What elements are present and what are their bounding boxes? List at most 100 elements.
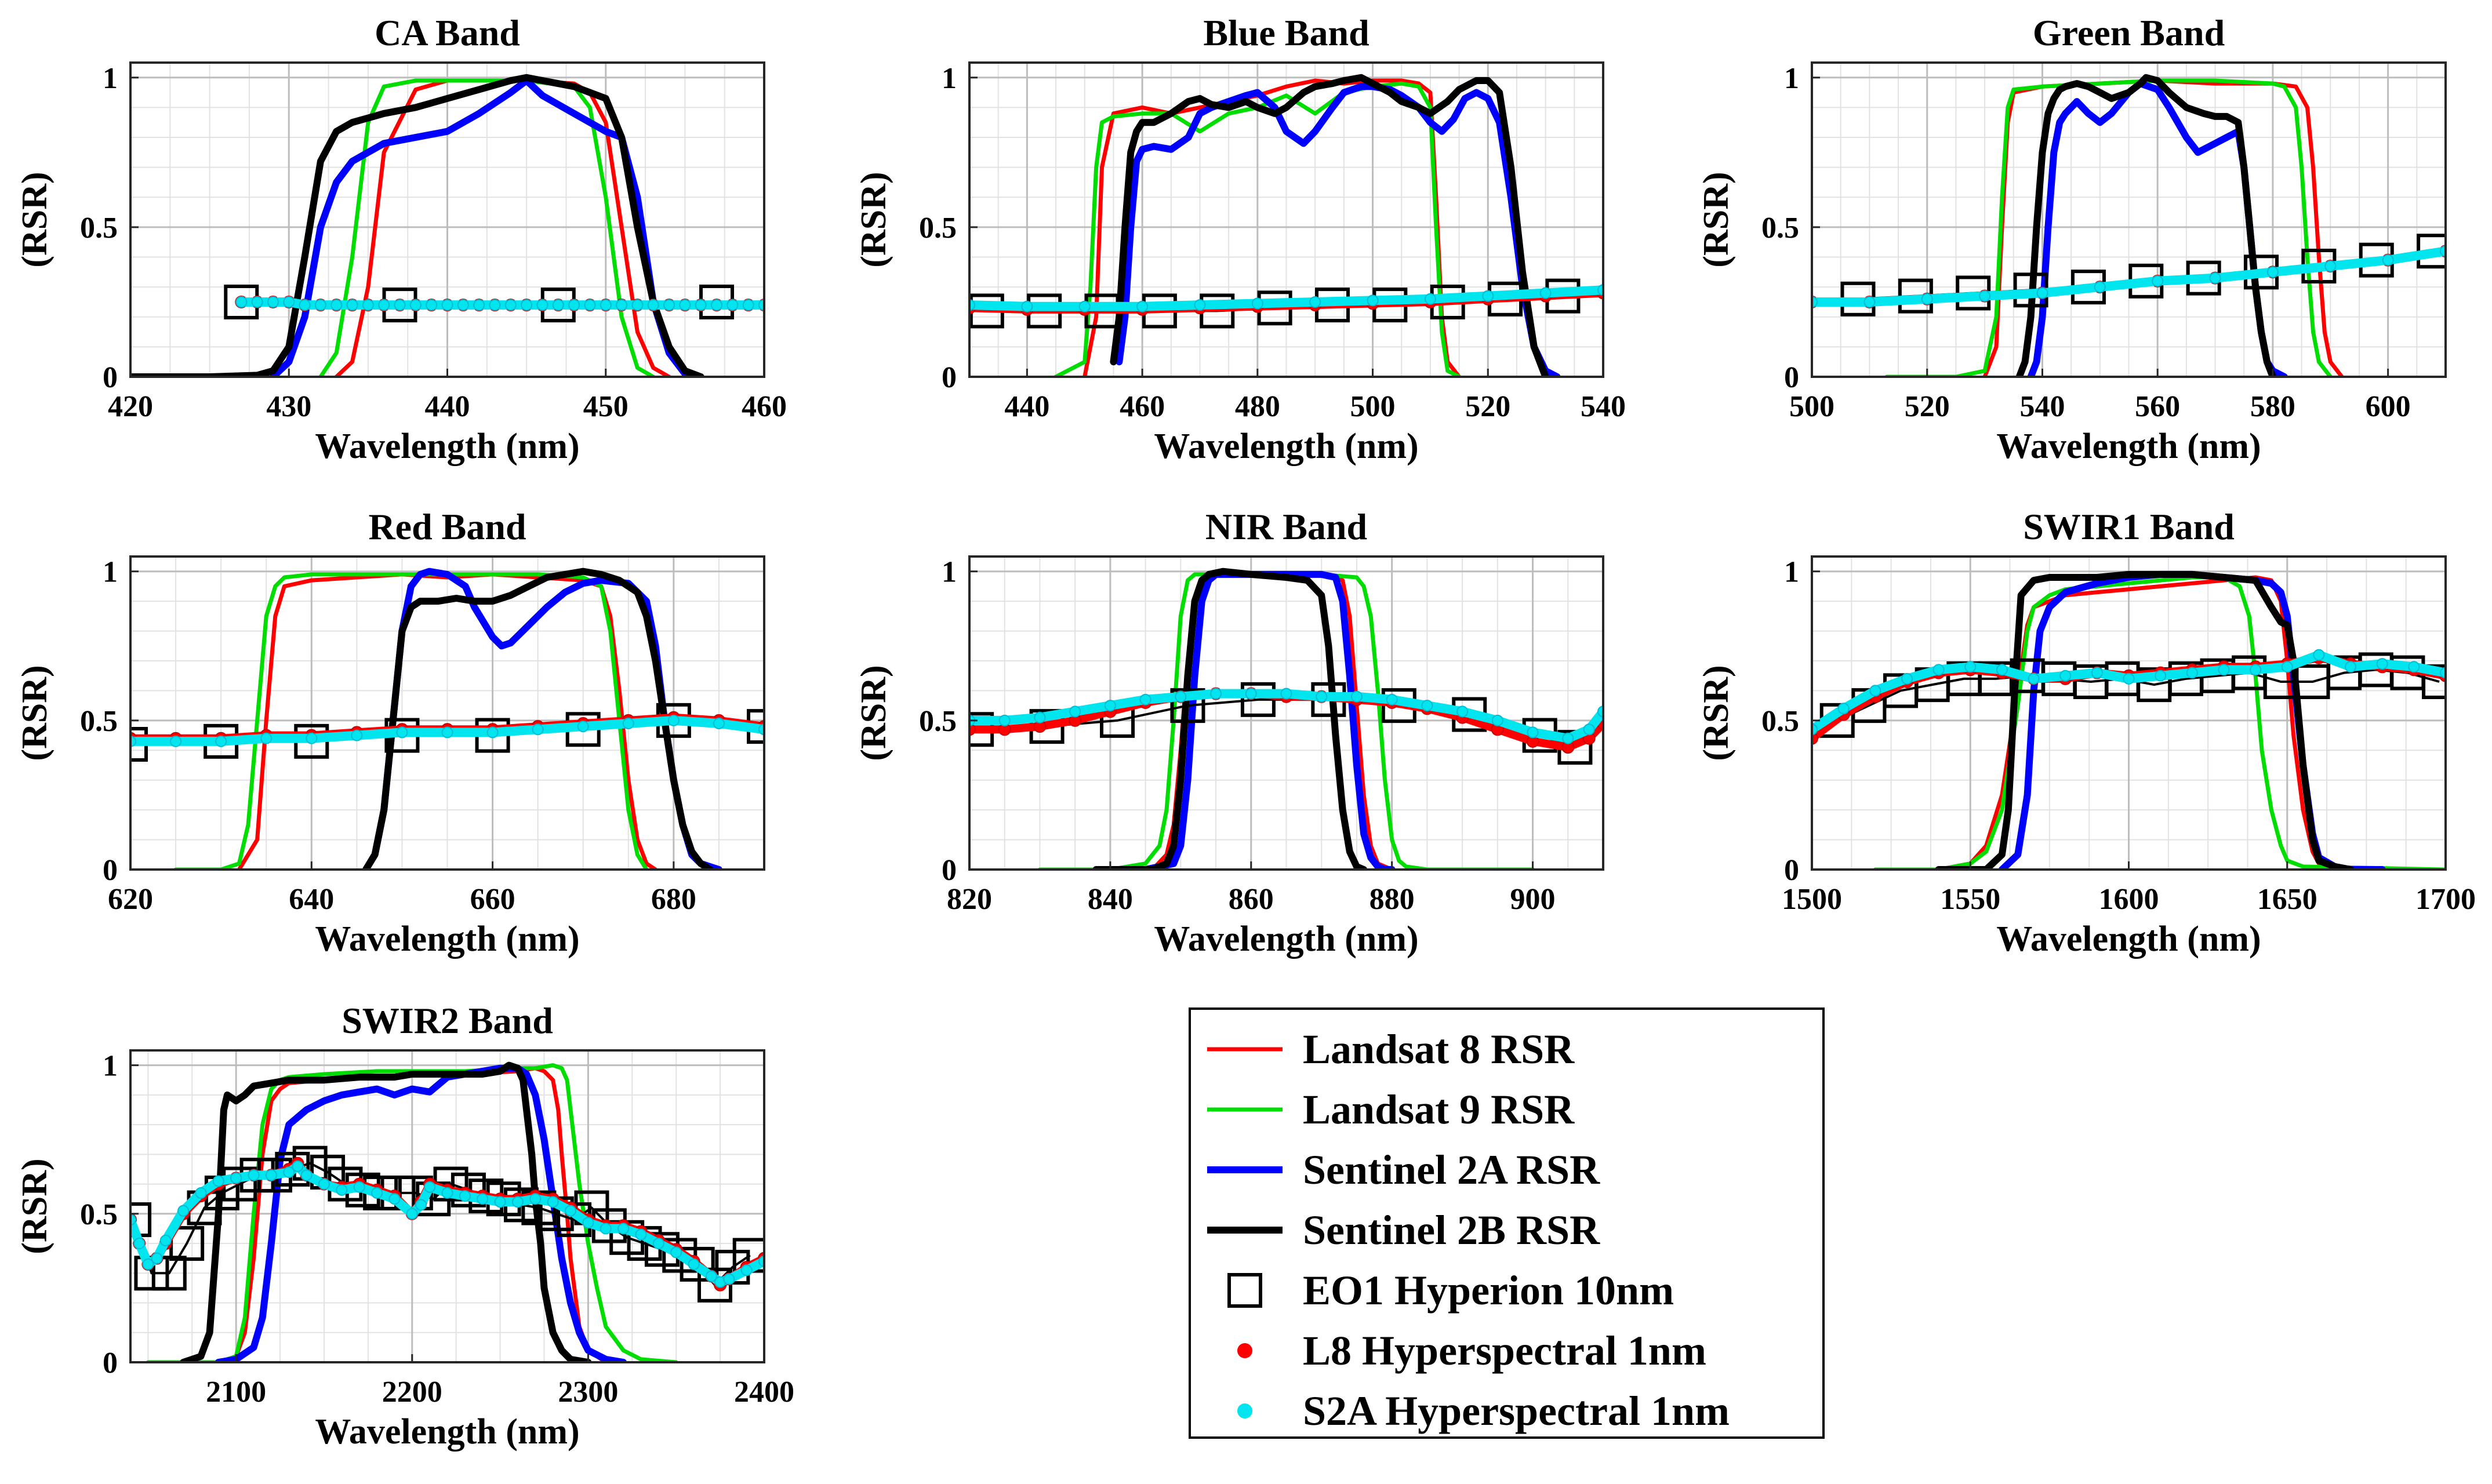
s2a-hyper-point bbox=[552, 299, 564, 311]
s2a-hyper-point bbox=[2408, 661, 2420, 673]
s2a-hyper-point bbox=[299, 299, 311, 311]
s2a-hyper-point bbox=[346, 299, 358, 311]
s2a-hyper-point bbox=[1932, 664, 1945, 676]
chart-title: CA Band bbox=[375, 12, 520, 53]
axes-frame bbox=[1811, 61, 2447, 378]
s2a-hyper-point bbox=[2155, 670, 2167, 682]
s2a-hyper-point bbox=[2281, 661, 2293, 673]
y-axis-label: (RSR) bbox=[854, 665, 893, 761]
x-tick-label: 2200 bbox=[382, 1376, 442, 1409]
x-tick-label: 540 bbox=[2019, 390, 2065, 423]
s2a-hyper-point bbox=[251, 296, 263, 308]
s2a-hyper-point bbox=[1350, 690, 1363, 703]
y-tick-label: 0 bbox=[103, 361, 118, 394]
legend-item-landsat-8-rsr: Landsat 8 RSR bbox=[1207, 1026, 1575, 1072]
s2a-hyper-point bbox=[170, 735, 182, 747]
s2a-hyper-point bbox=[652, 1238, 664, 1250]
series-line-sentinel-2b-rsr bbox=[1110, 74, 1549, 377]
y-axis-label: (RSR) bbox=[15, 172, 55, 267]
s2a-hyper-point bbox=[529, 1193, 542, 1205]
y-tick-label: 0 bbox=[942, 854, 957, 887]
x-tick-label: 1650 bbox=[2257, 883, 2317, 916]
s2a-hyper-point bbox=[1869, 685, 1881, 697]
legend-item-l8-hyperspectral-1nm: L8 Hyperspectral 1nm bbox=[1237, 1327, 1706, 1374]
s2a-hyper-point bbox=[2028, 672, 2040, 685]
axes-frame bbox=[968, 555, 1604, 871]
s2a-hyper-point bbox=[1812, 723, 1818, 736]
x-axis-label: Wavelength (nm) bbox=[315, 919, 579, 959]
chart-swir2-band: 2100 2200 2300 2400 0 0.5 1 SWIR2 Band Wavelengt… bbox=[15, 1000, 794, 1452]
s2a-hyper-point bbox=[406, 1207, 418, 1220]
s2a-hyper-point bbox=[969, 299, 975, 311]
s2a-hyper-point bbox=[1424, 293, 1436, 305]
s2a-hyper-point bbox=[758, 1255, 764, 1267]
s2a-hyper-point bbox=[130, 735, 136, 747]
legend-item-s2a-hyperspectral-1nm: S2A Hyperspectral 1nm bbox=[1237, 1388, 1730, 1434]
s2a-hyper-point bbox=[494, 1196, 506, 1208]
y-tick-label: 1 bbox=[103, 62, 118, 95]
chart-title: SWIR1 Band bbox=[2023, 506, 2235, 547]
s2a-hyper-point bbox=[1251, 297, 1263, 310]
s2a-hyper-point bbox=[1964, 661, 1977, 673]
s2a-hyper-point bbox=[711, 299, 723, 311]
s2a-hyper-point bbox=[409, 299, 422, 311]
y-tick-label: 1 bbox=[1784, 556, 1799, 589]
x-tick-label: 440 bbox=[425, 390, 470, 423]
s2a-hyper-point bbox=[1280, 688, 1292, 700]
s2a-hyper-point bbox=[622, 718, 634, 729]
s2a-hyper-point bbox=[758, 299, 764, 311]
y-axis-label: (RSR) bbox=[854, 172, 893, 267]
s2a-hyper-point bbox=[998, 714, 1011, 726]
s2a-hyper-point bbox=[2036, 287, 2048, 299]
chart-red-band: 620 640 660 680 0 0.5 1 Red Band Wavelength (nm)… bbox=[15, 506, 765, 959]
y-tick-label: 1 bbox=[103, 1050, 118, 1083]
s2a-hyper-point bbox=[1597, 284, 1603, 296]
legend-item-sentinel-2b-rsr: Sentinel 2B RSR bbox=[1207, 1207, 1600, 1253]
s2a-hyper-point bbox=[2440, 667, 2446, 679]
s2a-hyper-point bbox=[1194, 299, 1206, 311]
s2a-hyper-point bbox=[635, 1228, 647, 1241]
s2a-hyper-point bbox=[600, 1223, 612, 1235]
x-tick-label: 640 bbox=[289, 883, 334, 916]
axes-frame bbox=[968, 61, 1604, 378]
s2a-hyper-point bbox=[283, 296, 295, 308]
x-tick-label: 460 bbox=[742, 390, 787, 423]
s2a-hyper-point bbox=[362, 299, 374, 311]
y-axis-label: (RSR) bbox=[15, 665, 55, 761]
s2a-hyper-point bbox=[441, 726, 453, 739]
s2a-hyper-point bbox=[1309, 296, 1321, 308]
s2a-hyper-point bbox=[1175, 690, 1187, 703]
y-tick-label: 0 bbox=[103, 854, 118, 887]
s2a-hyper-point bbox=[577, 721, 589, 733]
y-tick-label: 0.5 bbox=[80, 1198, 118, 1231]
s2a-hyper-point bbox=[388, 1193, 401, 1205]
x-tick-label: 1500 bbox=[1782, 883, 1842, 916]
s2a-hyper-point bbox=[670, 1246, 682, 1259]
series-group bbox=[1812, 570, 2446, 870]
legend-label: Landsat 8 RSR bbox=[1303, 1026, 1575, 1072]
y-tick-label: 0 bbox=[103, 1347, 118, 1380]
s2a-hyper-point bbox=[441, 299, 453, 311]
x-tick-label: 430 bbox=[266, 390, 311, 423]
s2a-hyper-point bbox=[378, 299, 390, 311]
s2a-hyper-point bbox=[133, 1238, 146, 1250]
legend-item-landsat-9-rsr: Landsat 9 RSR bbox=[1207, 1086, 1575, 1133]
chart-blue-band: 440 460 480 500 520 540 0 0.5 1 Blue Band Waveleng… bbox=[854, 12, 1636, 466]
s2a-hyper-point bbox=[1139, 693, 1151, 705]
s2a-hyper-point bbox=[568, 299, 580, 311]
s2a-hyper-point bbox=[521, 299, 533, 311]
legend-item-sentinel-2a-rsr: Sentinel 2A RSR bbox=[1207, 1147, 1600, 1193]
x-tick-label: 1550 bbox=[1940, 883, 2000, 916]
s2a-hyper-point bbox=[2091, 667, 2103, 679]
s2a-hyper-point bbox=[486, 726, 499, 739]
y-tick-label: 0.5 bbox=[919, 705, 957, 738]
legend-item-eo1-hyperion-10nm: EO1 Hyperion 10nm bbox=[1227, 1267, 1674, 1314]
s2a-hyper-point bbox=[1597, 705, 1603, 718]
y-tick-label: 0.5 bbox=[919, 212, 957, 245]
y-tick-label: 0 bbox=[1784, 854, 1799, 887]
s2a-hyper-point bbox=[1539, 287, 1552, 299]
legend: Landsat 8 RSR Landsat 9 RSR Sentinel 2A RS… bbox=[1189, 1007, 1825, 1439]
hyperion-square-marker bbox=[1605, 277, 1636, 308]
s2a-hyper-point bbox=[600, 299, 612, 311]
s2a-hyper-point bbox=[1979, 290, 1991, 302]
